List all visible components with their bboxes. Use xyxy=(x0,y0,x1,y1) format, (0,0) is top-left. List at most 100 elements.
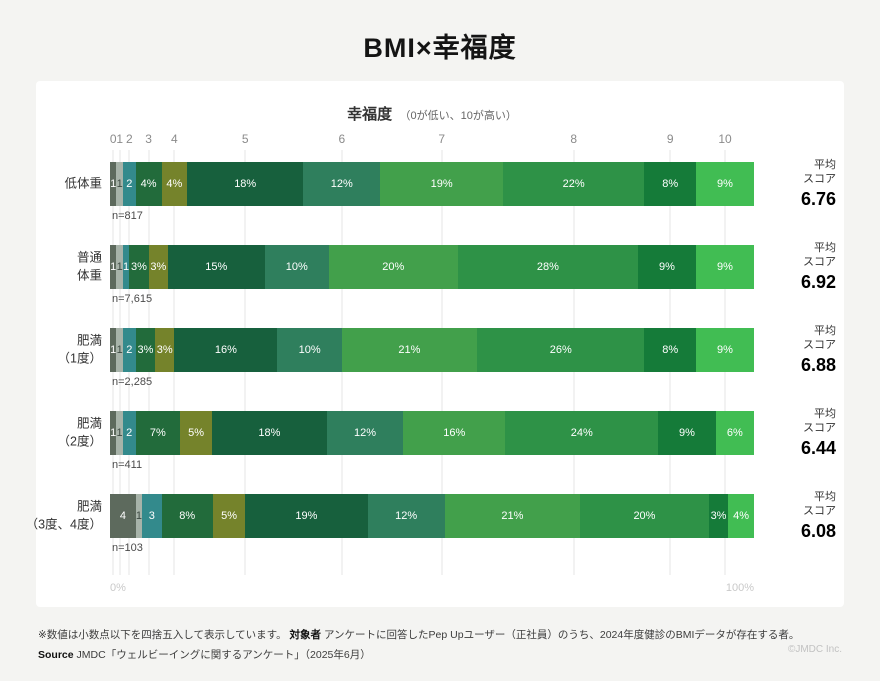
average-score: 平均 スコア 6.08 xyxy=(764,490,836,542)
bar-segment: 8% xyxy=(644,162,696,206)
score-tick-label: 7 xyxy=(438,132,445,146)
chart-rows: 低体重 1 1 2 4% 4% 18% 12% 19% 22% 8% 9% n=817 平均 スコア 6.76… xyxy=(26,159,836,556)
chart-row: 肥満 （2度） 1 1 2 7% 5% 18% 12% 16% 24% 9% 6% n=411 平均 スコア 6… xyxy=(58,408,836,473)
bar-segment: 8% xyxy=(161,494,214,538)
bar-segment: 1 xyxy=(135,494,143,538)
bar-segment: 3% xyxy=(148,245,168,289)
x-axis-max-label: 100% xyxy=(725,582,754,594)
average-score: 平均 スコア 6.88 xyxy=(764,324,836,376)
bar-segment: 24% xyxy=(505,411,659,455)
bar-segment: 12% xyxy=(367,494,445,538)
average-caption-line: 平均 xyxy=(814,325,836,338)
bar-segment: 1 xyxy=(110,245,117,289)
bar-segment: 7% xyxy=(135,411,181,455)
bar-segment: 21% xyxy=(341,328,478,372)
bar-segment: 28% xyxy=(457,245,639,289)
category-label: 低体重 xyxy=(64,175,102,193)
bar-segment: 3 xyxy=(142,494,162,538)
footer-note-subject-label: 対象者 xyxy=(289,629,322,641)
bar-segment: 3% xyxy=(155,328,175,372)
score-tick-label: 6 xyxy=(338,132,346,146)
category-label-line: 肥満 xyxy=(76,416,102,431)
axis-numbers: 0 1 2 3 4 5 6 7 8 9 10 xyxy=(110,132,754,150)
axis-title-text: 幸福度 xyxy=(347,106,393,123)
axis-title: 幸福度 （0が低い、10が高い） xyxy=(110,89,754,132)
score-tick-label: 5 xyxy=(241,132,249,146)
stacked-bar: 1 1 1 3% 3% 15% 10% 20% 28% 9% 9% xyxy=(110,245,754,289)
average-score: 平均 スコア 6.76 xyxy=(764,158,836,210)
bar-segment: 3% xyxy=(708,494,729,538)
bar-segment: 20% xyxy=(328,245,458,289)
sample-size-label: n=817 xyxy=(112,210,143,222)
bar-segment: 15% xyxy=(167,245,265,289)
bar-segment: 4% xyxy=(135,162,162,206)
average-score-caption: 平均 スコア xyxy=(764,407,836,436)
copyright: ©JMDC Inc. xyxy=(787,644,842,655)
bar-segment: 18% xyxy=(212,411,327,455)
bar-segment: 12% xyxy=(326,411,404,455)
chart-card: 幸福度 （0が低い、10が高い） 0 1 2 3 4 5 6 7 8 9 10 低体重 1 1 2 4% 4%… xyxy=(26,81,844,607)
average-caption-line: スコア xyxy=(803,505,836,518)
bar-segment: 4% xyxy=(728,494,754,538)
score-tick-label: 8 xyxy=(570,132,578,146)
category-label: 普通 体重 xyxy=(77,250,102,285)
average-score: 平均 スコア 6.92 xyxy=(764,241,836,293)
stacked-bar: 4 1 3 8% 5% 19% 12% 21% 20% 3% 4% xyxy=(110,494,754,538)
category-label-line: （2度） xyxy=(57,434,102,448)
sample-size-label: n=411 xyxy=(112,459,143,471)
bar-segment: 19% xyxy=(245,494,368,538)
score-tick-label: 10 xyxy=(718,132,732,146)
bar-segment: 9% xyxy=(658,411,716,455)
bar-segment: 8% xyxy=(644,328,696,372)
bar-segment: 4 xyxy=(110,494,136,538)
bar-segment: 10% xyxy=(277,328,342,372)
average-caption-line: 平均 xyxy=(814,408,836,421)
score-tick-label: 4 xyxy=(171,132,178,146)
score-tick-label: 2 xyxy=(125,132,133,146)
bar-segment: 1 xyxy=(116,162,123,206)
category-label: 肥満 （1度） xyxy=(58,333,102,368)
stacked-bar: 1 1 2 7% 5% 18% 12% 16% 24% 9% 6% xyxy=(110,411,754,455)
footer-source-label: Source xyxy=(38,649,74,662)
score-tick-label: 3 xyxy=(145,132,152,146)
chart-row: 低体重 1 1 2 4% 4% 18% 12% 19% 22% 8% 9% n=817 平均 スコア 6.76 xyxy=(64,159,836,224)
bar-segment: 4% xyxy=(161,162,188,206)
bar-segment: 1 xyxy=(116,245,123,289)
bar-segment: 18% xyxy=(187,162,304,206)
footer-source-text: JMDC「ウェルビーイングに関するアンケート」（2025年6月） xyxy=(76,649,371,662)
sample-size-label: n=2,285 xyxy=(112,376,153,388)
average-caption-line: スコア xyxy=(803,422,836,435)
footer-note-rest: アンケートに回答したPep Upユーザー（正社員）のうち、2024年度健診のBM… xyxy=(323,629,800,641)
chart-row: 肥満 （3度、4度） 4 1 3 8% 5% 19% 12% 21% 20% 3% 4% n=103 平均ス… xyxy=(26,491,836,556)
bar-segment: 21% xyxy=(444,494,581,538)
category-label-line: （3度、4度） xyxy=(25,517,102,531)
bar-segment: 9% xyxy=(638,245,696,289)
bar-segment: 9% xyxy=(695,162,754,206)
footer: ※数値は小数点以下を四捨五入して表示しています。 対象者 アンケートに回答したP… xyxy=(38,625,842,666)
bar-segment: 1 xyxy=(122,245,130,289)
category-label-line: 体重 xyxy=(76,268,102,282)
bar-segment: 2 xyxy=(122,411,136,455)
bar-segment: 1 xyxy=(116,328,123,372)
score-tick-label: 0 xyxy=(109,132,117,146)
average-score: 平均 スコア 6.44 xyxy=(764,407,836,459)
sample-size-label: n=7,615 xyxy=(112,293,153,305)
average-score-caption: 平均 スコア xyxy=(764,490,836,519)
bar-segment: 9% xyxy=(695,245,754,289)
average-score-value: 6.08 xyxy=(800,520,836,541)
chart-row: 普通 体重 1 1 1 3% 3% 15% 10% 20% 28% 9% 9% n=7,615 平均 スコア 6… xyxy=(77,242,836,307)
footer-note-prefix: ※数値は小数点以下を四捨五入して表示しています。 xyxy=(38,629,287,641)
average-score-value: 6.44 xyxy=(800,437,836,458)
average-caption-line: 平均 xyxy=(814,159,836,172)
category-label-line: （1度） xyxy=(57,351,102,365)
footer-note: ※数値は小数点以下を四捨五入して表示しています。 対象者 アンケートに回答したP… xyxy=(38,625,842,645)
average-score-caption: 平均 スコア xyxy=(764,158,836,187)
page-title: BMI×幸福度 xyxy=(363,33,517,63)
bar-segment: 2 xyxy=(122,328,136,372)
bar-segment: 3% xyxy=(135,328,156,372)
bar-segment: 19% xyxy=(380,162,503,206)
bar-segment: 10% xyxy=(264,245,329,289)
category-label: 肥満 （3度、4度） xyxy=(26,499,102,534)
average-score-caption: 平均 スコア xyxy=(764,324,836,353)
